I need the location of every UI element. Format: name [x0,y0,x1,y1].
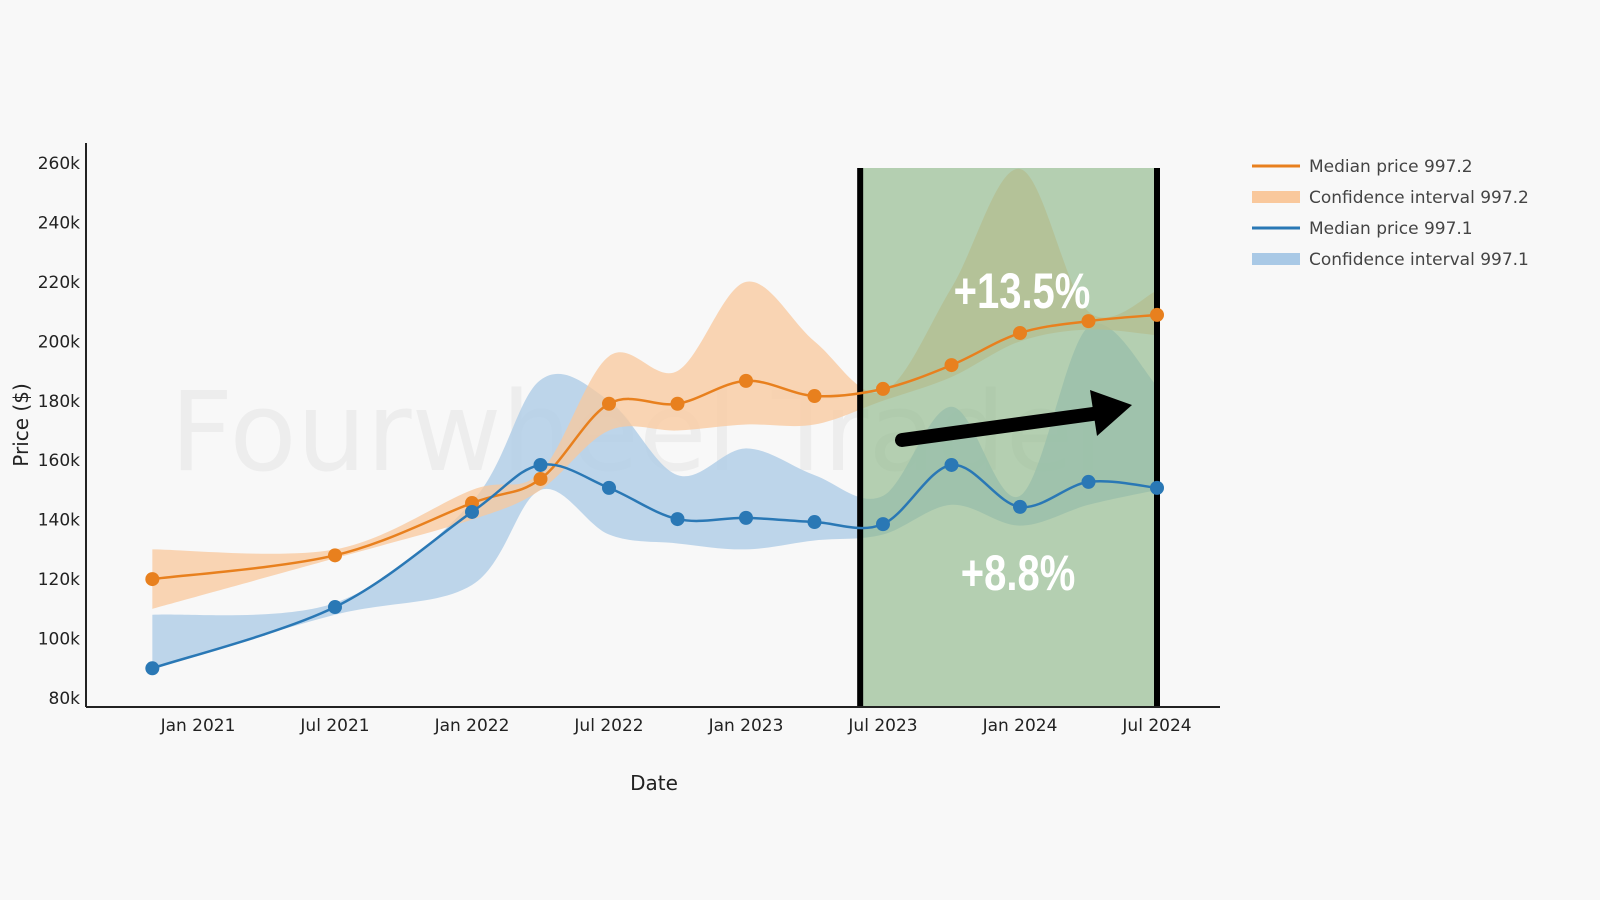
x-axis-title: Date [630,771,678,795]
data-point[interactable] [739,510,753,525]
data-point[interactable] [876,517,890,532]
data-point[interactable] [328,548,342,563]
legend-item[interactable]: Median price 997.1 [1309,219,1473,239]
growth-annotation: +13.5% [954,263,1091,319]
data-point[interactable] [602,396,616,411]
y-tick-label: 120k [38,570,80,590]
median-line-1 [151,463,1158,670]
data-point[interactable] [1013,499,1027,514]
y-tick-label: 180k [38,392,80,412]
highlight-right-border [1154,168,1160,706]
x-tick-label: Jan 2022 [434,716,510,736]
data-point[interactable] [1013,326,1027,341]
y-tick-label: 140k [38,511,80,531]
y-tick-label: 80k [49,689,81,709]
x-tick-label: Jan 2023 [708,716,784,736]
y-tick-label: 160k [38,451,80,471]
data-point[interactable] [533,457,548,472]
data-point[interactable] [670,396,685,411]
legend-item[interactable]: Confidence interval 997.1 [1309,250,1529,270]
x-tick-label: Jul 2024 [1121,716,1191,736]
highlight-left-border [857,168,864,706]
data-point[interactable] [1081,474,1096,489]
data-point[interactable] [670,512,685,527]
data-point[interactable] [328,600,342,615]
data-point[interactable] [944,457,959,472]
data-point[interactable] [533,471,548,486]
x-tick-label: Jan 2021 [160,716,236,736]
data-point[interactable] [876,381,890,396]
confidence-band [152,323,1158,669]
x-tick-label: Jul 2022 [573,716,643,736]
data-point[interactable] [944,358,959,373]
x-tick-label: Jul 2023 [847,716,917,736]
x-tick-label: Jan 2024 [982,716,1058,736]
legend-band-swatch [1252,253,1300,265]
growth-annotation: +8.8% [961,545,1076,601]
confidence-band [152,168,1158,609]
y-axis-title: Price ($) [9,383,33,466]
x-tick-label: Jul 2021 [299,716,369,736]
data-point[interactable] [602,480,616,495]
data-point[interactable] [145,661,160,676]
data-point[interactable] [1150,307,1164,322]
y-tick-label: 200k [38,332,80,352]
legend-item[interactable]: Median price 997.2 [1309,157,1473,177]
data-point[interactable] [807,515,822,530]
data-point[interactable] [1150,480,1164,495]
y-tick-label: 100k [38,630,80,650]
data-point[interactable] [465,504,479,519]
data-point[interactable] [1081,314,1096,329]
data-point[interactable] [739,373,753,388]
legend-item[interactable]: Confidence interval 997.2 [1309,188,1529,208]
arrow-head-icon [1090,390,1132,436]
trend-arrow [895,406,1107,447]
y-tick-label: 220k [38,273,80,293]
y-tick-label: 260k [38,154,80,174]
y-tick-label: 240k [38,213,80,233]
data-point[interactable] [145,572,160,587]
data-point[interactable] [807,389,822,404]
legend-band-swatch [1252,191,1300,203]
